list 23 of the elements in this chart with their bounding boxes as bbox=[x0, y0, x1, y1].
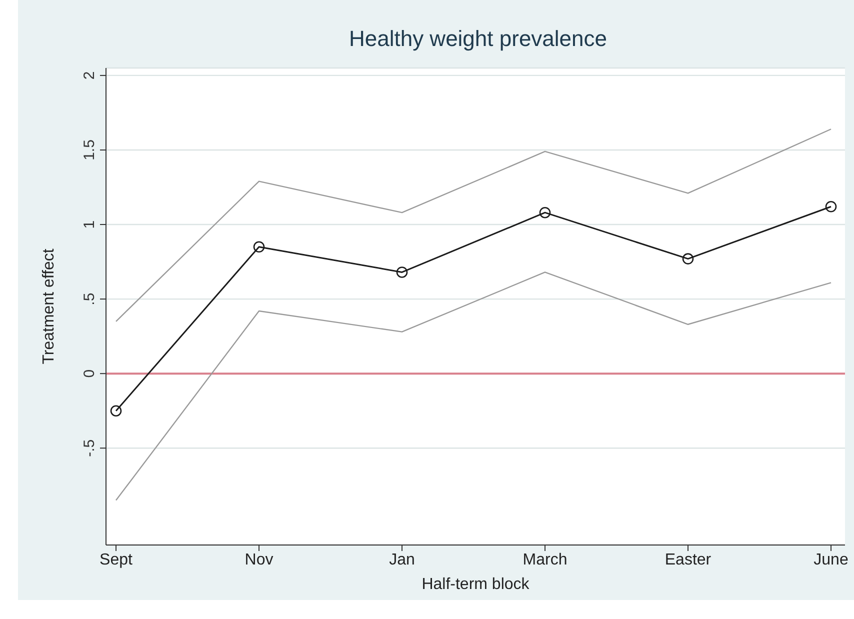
x-tick-label: Sept bbox=[100, 551, 134, 568]
x-tick-label: March bbox=[522, 551, 568, 568]
point bbox=[539, 206, 551, 218]
y-tick-label: -.5 bbox=[81, 439, 98, 457]
point bbox=[825, 200, 837, 212]
x-tick-label: Nov bbox=[244, 551, 274, 568]
y-tick-label: 1.5 bbox=[81, 140, 98, 160]
y-tick-label: .5 bbox=[81, 292, 98, 306]
y-axis-title: Treatment effect bbox=[40, 248, 58, 364]
point bbox=[110, 405, 122, 416]
chart-title: Healthy weight prevalence bbox=[348, 26, 608, 52]
line-series bbox=[115, 128, 832, 322]
line-series bbox=[115, 272, 832, 501]
point bbox=[396, 266, 408, 278]
x-axis-title: Half-term block bbox=[422, 576, 530, 593]
y-tick-label: 2 bbox=[81, 71, 98, 80]
point bbox=[682, 253, 694, 264]
x-tick-label: Easter bbox=[664, 551, 712, 568]
x-tick-label: Jan bbox=[389, 551, 415, 568]
y-tick-label: 1 bbox=[81, 220, 98, 229]
point bbox=[253, 241, 265, 253]
y-tick-label: 0 bbox=[81, 369, 98, 378]
x-tick-label: June bbox=[814, 551, 848, 568]
